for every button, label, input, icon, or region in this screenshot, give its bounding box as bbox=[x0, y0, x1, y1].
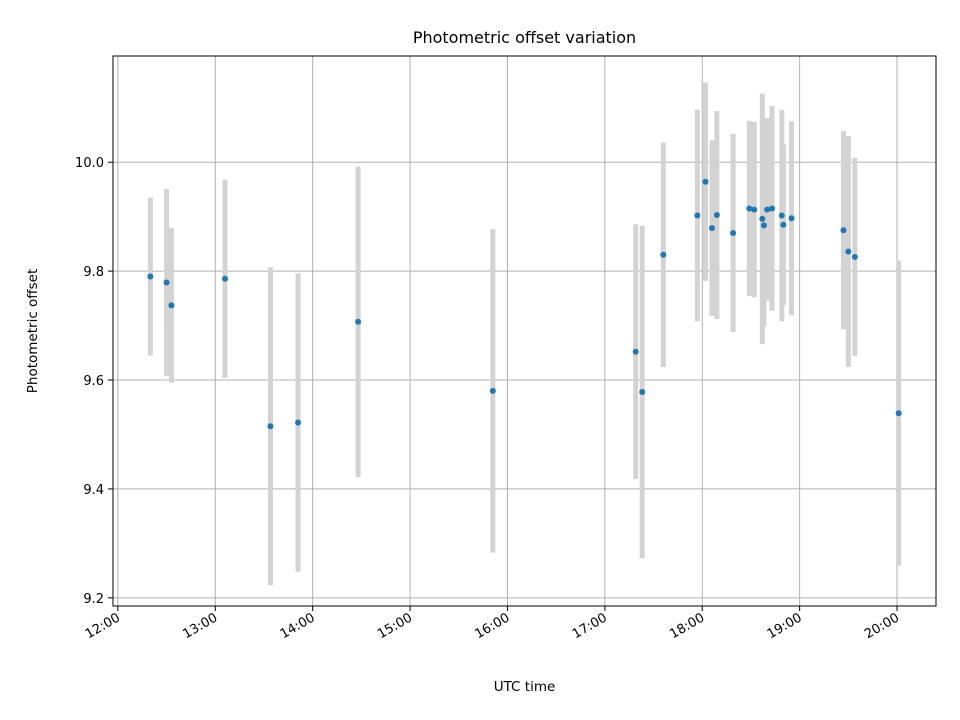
data-point bbox=[708, 225, 715, 232]
data-point bbox=[168, 302, 175, 309]
data-point bbox=[840, 227, 847, 234]
data-point bbox=[163, 279, 170, 286]
data-point bbox=[267, 423, 274, 430]
data-point bbox=[759, 215, 766, 222]
y-tick-label: 9.2 bbox=[83, 592, 104, 607]
data-point bbox=[769, 205, 776, 212]
data-point bbox=[895, 410, 902, 417]
y-tick-label: 9.4 bbox=[83, 483, 104, 498]
data-point bbox=[730, 229, 737, 236]
data-point bbox=[788, 215, 795, 222]
data-point bbox=[713, 212, 720, 219]
x-axis-label: UTC time bbox=[494, 679, 556, 695]
data-point bbox=[147, 273, 154, 280]
data-point bbox=[780, 221, 787, 228]
data-point bbox=[660, 251, 667, 258]
data-points bbox=[147, 178, 902, 430]
data-point bbox=[222, 275, 229, 282]
chart-title: Photometric offset variation bbox=[413, 28, 636, 47]
data-point bbox=[851, 253, 858, 260]
data-point bbox=[694, 212, 701, 219]
data-point bbox=[760, 222, 767, 229]
data-point bbox=[845, 248, 852, 255]
data-point bbox=[746, 205, 753, 212]
y-axis-label: Photometric offset bbox=[25, 269, 41, 393]
plot-frame bbox=[112, 55, 937, 607]
y-tick-label: 9.8 bbox=[83, 265, 104, 280]
data-point bbox=[295, 419, 302, 426]
data-point bbox=[778, 212, 785, 219]
data-point bbox=[489, 387, 496, 394]
y-axis-ticks: 9.2 9.4 9.6 9.8 10.0 bbox=[75, 156, 113, 607]
y-tick-label: 9.6 bbox=[83, 374, 104, 389]
grid bbox=[113, 56, 936, 606]
data-point bbox=[632, 348, 639, 355]
data-point bbox=[751, 206, 758, 213]
data-point bbox=[764, 206, 771, 213]
data-point bbox=[355, 318, 362, 325]
data-point bbox=[639, 388, 646, 395]
data-point bbox=[702, 178, 709, 185]
plot-area bbox=[113, 56, 936, 606]
y-tick-label: 10.0 bbox=[75, 156, 104, 171]
